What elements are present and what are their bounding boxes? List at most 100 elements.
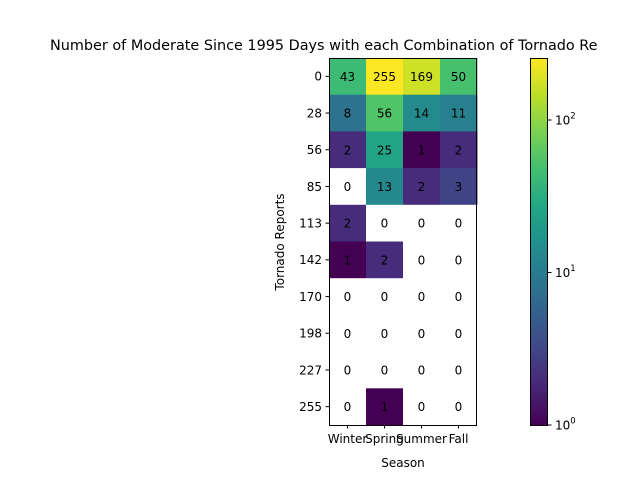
y-tick-label: 227 [299,363,322,377]
cell-value-label: 13 [377,180,392,194]
heatmap-cell [403,351,441,389]
cell-value-label: 0 [455,217,463,231]
cell-value-label: 2 [344,143,352,157]
colorbar-ticks: 100 101 102 [548,111,576,433]
cell-value-label: 43 [340,70,355,84]
heatmap-cell [329,241,367,279]
cell-value-label: 0 [455,253,463,267]
cell-value-label: 14 [414,107,429,121]
cell-value-label: 169 [410,70,433,84]
cell-value-label: 0 [418,217,426,231]
heatmap-cell [403,204,441,242]
cell-value-label: 0 [344,327,352,341]
heatmap-cell [329,278,367,316]
heatmap-cell [403,241,441,279]
heatmap-cell [329,131,367,169]
heatmap-cell [403,94,441,132]
y-tick-label: 85 [307,180,322,194]
heatmap-cell [440,314,478,353]
cell-value-label: 1 [381,400,389,414]
heatmap-cell [366,131,404,169]
heatmap-cell [329,94,367,132]
y-axis-ticks: 0 28 56 85 113 142 170 198 227 255 [299,70,329,414]
heatmap-cell [366,351,404,389]
cell-value-label: 255 [373,70,396,84]
cell-value-label: 1 [418,143,426,157]
heatmap-cell [329,314,367,353]
heatmap-cell [440,241,478,279]
heatmap-cell [403,58,441,96]
heatmap-cell [403,168,441,206]
y-tick-label: 170 [299,290,322,304]
heatmap-cell [366,94,404,132]
heatmap-cells [329,58,478,426]
cell-value-label: 8 [344,107,352,121]
heatmap-cell [366,204,404,242]
heatmap-cell [440,278,478,316]
cell-value-label: 0 [381,290,389,304]
heatmap-cell [440,168,478,206]
cell-labels: 43 255 169 50 8 56 14 11 2 25 1 2 0 13 2 3 2 0 0 0 1 2 0 0 0 0 0 0 0… [340,70,466,414]
y-tick-label: 255 [299,400,322,414]
y-tick-label: 56 [307,143,322,157]
cell-value-label: 0 [381,327,389,341]
x-tick-label: Fall [449,432,469,446]
y-tick-label: 142 [299,253,322,267]
cell-value-label: 0 [418,400,426,414]
cell-value-label: 25 [377,143,392,157]
y-tick-label: 113 [299,216,322,230]
cell-value-label: 0 [455,327,463,341]
heatmap-cell [366,314,404,353]
y-tick-label: 198 [299,327,322,341]
colorbar-tick-label: 100 [555,417,576,433]
heatmap-cell [440,58,478,96]
cell-value-label: 0 [418,327,426,341]
cell-value-label: 2 [418,180,426,194]
y-axis-label: Tornado Reports [273,193,287,291]
heatmap-cell [366,388,404,426]
chart-title: Number of Moderate Since 1995 Days with … [50,38,598,54]
cell-value-label: 0 [344,290,352,304]
plot-frame [329,58,477,426]
cell-value-label: 2 [455,143,463,157]
cell-value-label: 0 [418,253,426,267]
heatmap-cell [366,241,404,279]
cell-value-label: 0 [455,290,463,304]
cell-value-label: 11 [451,107,466,121]
x-tick-label: Winter [328,432,368,446]
heatmap-cell [329,204,367,242]
colorbar-tick-label: 101 [555,264,576,280]
heatmap-cell [329,351,367,389]
cell-value-label: 0 [344,363,352,377]
heatmap-cell [329,388,367,426]
x-axis-label: Season [381,456,425,470]
heatmap-cell [366,168,404,206]
cell-value-label: 0 [381,217,389,231]
heatmap-cell [440,388,478,426]
heatmap-cell [440,131,478,169]
cell-value-label: 0 [455,400,463,414]
colorbar [530,58,548,425]
heatmap-cell [366,278,404,316]
cell-value-label: 0 [418,363,426,377]
colorbar-frame [530,58,548,426]
cell-value-label: 0 [381,363,389,377]
cell-value-label: 56 [377,107,392,121]
y-tick-label: 28 [307,106,322,120]
cell-value-label: 2 [344,217,352,231]
heatmap-cell [440,94,478,132]
cell-value-label: 2 [381,253,389,267]
cell-value-label: 3 [455,180,463,194]
heatmap-cell [366,58,404,96]
colorbar-tick-label: 102 [555,111,576,127]
heatmap-cell [329,168,367,206]
cell-value-label: 0 [418,290,426,304]
cell-value-label: 0 [344,180,352,194]
heatmap-cell [440,351,478,389]
cell-value-label: 0 [344,400,352,414]
heatmap-cell [440,204,478,242]
cell-value-label: 50 [451,70,466,84]
heatmap-cell [403,278,441,316]
cell-value-label: 1 [344,253,352,267]
